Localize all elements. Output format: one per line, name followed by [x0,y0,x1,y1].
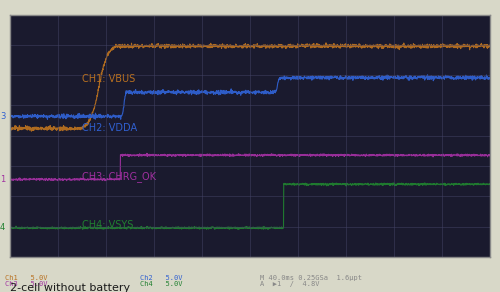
Text: CH2: VDDA: CH2: VDDA [82,123,137,133]
Text: Ch2   5.0V: Ch2 5.0V [140,275,182,281]
Text: CH4: VSYS: CH4: VSYS [82,220,134,230]
Text: Ch4   5.0V: Ch4 5.0V [140,281,182,286]
Text: 1: 1 [0,175,5,184]
Text: 4: 4 [0,223,5,232]
Text: A  ▶1  /  4.8V: A ▶1 / 4.8V [260,281,320,286]
Text: M 40.0ms 0.25GSa  1.6μpt: M 40.0ms 0.25GSa 1.6μpt [260,275,362,281]
Text: Ch3   5.0V: Ch3 5.0V [5,281,48,286]
Text: 2-cell without battery: 2-cell without battery [10,283,130,292]
Text: 3: 3 [0,112,5,121]
Text: Ch1   5.0V: Ch1 5.0V [5,275,48,281]
Text: CH3: CHRG_OK: CH3: CHRG_OK [82,171,156,182]
Text: CH1: VBUS: CH1: VBUS [82,74,135,84]
